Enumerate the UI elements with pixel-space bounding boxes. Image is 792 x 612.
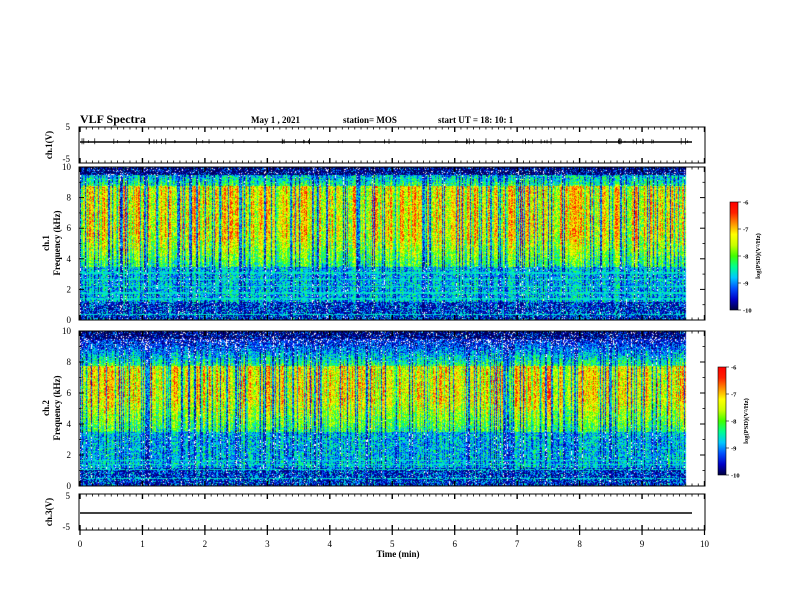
colorbar-tick-label: -9 [743,281,749,288]
ch2-spectrogram-panel: 0 2 4 6 8 10 ch.2 Frequency (kHz) [41,326,706,491]
ch3-waveform-panel: 5 -5 ch.3(V) [44,491,706,532]
ch1-colorbar-label: log(PSD)(V²/Hz) [755,233,762,279]
ch1-spectrogram-image [80,167,692,320]
colorbar-tick-label: -7 [743,227,749,234]
ch3-waveform-ylabel: ch.3(V) [44,498,54,526]
frequency-tick-label: 8 [67,193,72,203]
colorbar-tick-label: -9 [731,446,737,453]
colorbar-tick-label: -8 [731,419,737,426]
time-tick-label: 8 [577,539,582,549]
time-tick-label: 2 [203,539,208,549]
station-label: station= MOS [343,115,397,125]
frequency-tick-label: 6 [67,388,72,398]
time-tick-label: 7 [515,539,520,549]
ch1-spectrogram-panel: 0 2 4 6 8 10 ch.1 Frequency (kHz) [41,162,706,325]
ch1-waveform-panel: 5 -5 ch.1(V) [44,122,706,164]
ch1-spectrogram-ylabel: ch.1 [41,235,51,251]
ch1-ytick-bottom: -5 [63,154,71,164]
ch3-ytick-bottom: -5 [63,522,71,532]
time-tick-label: 9 [640,539,645,549]
frequency-tick-label: 10 [62,162,72,172]
time-tick-label: 6 [452,539,457,549]
ch2-spectrogram-yaxis: 0 2 4 6 8 10 [62,326,705,491]
ch3-ytick-top: 5 [66,491,71,501]
ch1-ytick-top: 5 [66,122,71,132]
colorbar-tick-label: -10 [731,473,740,480]
ch2-colorbar-ticks: -6 -7 -8 -9 -10 [726,365,740,480]
ch2-colorbar: -6 -7 -8 -9 -10 log(PSD)(V²/Hz) [717,365,750,480]
colorbar-tick-label: -6 [743,200,749,207]
time-axis-label: Time (min) [376,549,419,559]
ch1-waveform-ylabel: ch.1(V) [44,131,54,159]
time-tick-label: 1 [140,539,145,549]
ch2-frequency-label: Frequency (kHz) [52,375,62,440]
time-tick-label: 3 [265,539,270,549]
figure-title: VLF Spectra [80,112,146,126]
frequency-tick-label: 2 [67,450,72,460]
frequency-tick-label: 10 [62,326,72,336]
frequency-tick-label: 2 [67,284,72,294]
ch1-waveform-spikes [81,138,689,145]
ch2-spectrogram-image [80,331,692,486]
ch1-spectrogram-yaxis: 0 2 4 6 8 10 [62,162,705,325]
frequency-tick-label: 6 [67,223,72,233]
ch2-spectrogram-ylabel: ch.2 [41,400,51,416]
ch2-colorbar-label: log(PSD)(V²/Hz) [743,398,750,444]
ch1-colorbar-ticks: -6 -7 -8 -9 -10 [738,200,752,315]
frequency-tick-label: 0 [67,481,72,491]
date-label: May 1 , 2021 [251,115,300,125]
frequency-tick-label: 8 [67,357,72,367]
frequency-tick-label: 4 [67,254,72,264]
time-tick-label: 4 [328,539,333,549]
time-tick-label: 0 [78,539,83,549]
colorbar-tick-label: -8 [743,254,749,261]
time-tick-label: 10 [700,539,710,549]
time-axis-ticks [79,127,706,530]
start-time-label: start UT = 18: 10: 1 [438,115,514,125]
time-axis-labels: 0 1 2 3 4 5 6 7 8 9 10 [78,530,710,549]
ch1-colorbar: -6 -7 -8 -9 -10 log(PSD)(V²/Hz) [729,200,762,315]
ch1-frequency-label: Frequency (kHz) [52,210,62,275]
colorbar-tick-label: -6 [731,365,737,372]
time-tick-label: 5 [390,539,395,549]
colorbar-tick-label: -10 [743,308,752,315]
colorbar-tick-label: -7 [731,392,737,399]
frequency-tick-label: 4 [67,419,72,429]
frequency-tick-label: 0 [67,315,72,325]
